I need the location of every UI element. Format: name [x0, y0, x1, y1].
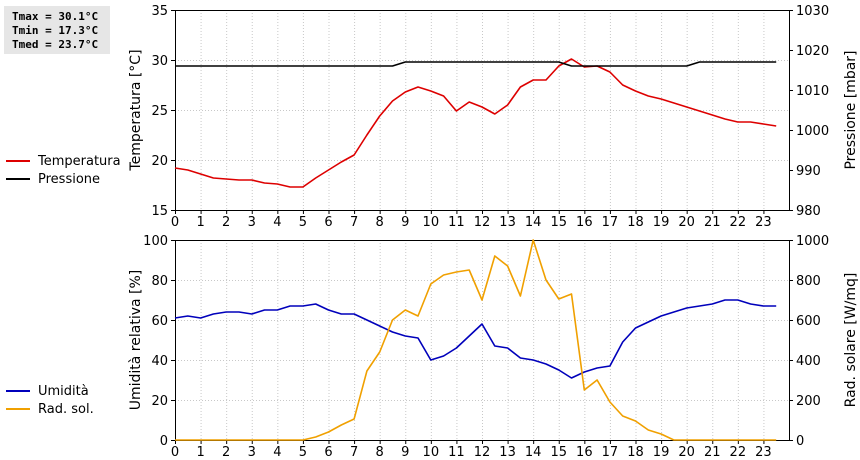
chart2-series-line-2: [175, 239, 777, 441]
chart1-x-tick-label: 5: [299, 215, 307, 230]
chart1-x-tick-label: 7: [350, 215, 358, 230]
chart2-x-tick-label: 3: [248, 445, 256, 460]
chart2-x-tick-label: 1: [196, 445, 204, 460]
chart1-y-right-tick-label: 1010: [796, 84, 829, 99]
chart1-y-right-tick-label: 980: [796, 204, 821, 219]
chart2-x-tick-label: 7: [350, 445, 358, 460]
chart1-x-tick-label: 17: [602, 215, 619, 230]
chart2-x-tick-label: 23: [755, 445, 772, 460]
chart2-x-tick-label: 6: [324, 445, 332, 460]
chart1-x-tick-label: 22: [730, 215, 747, 230]
chart2-x-tick-label: 17: [602, 445, 619, 460]
chart2-legend-label-1: Umidità: [38, 384, 89, 399]
chart1-x-tick-label: 23: [755, 215, 772, 230]
chart2-y-right-tick-label: 800: [796, 274, 821, 289]
chart1-legend-label-2: Pressione: [38, 172, 100, 187]
chart2-x-tick-label: 11: [448, 445, 465, 460]
chart1-x-tick-label: 10: [423, 215, 440, 230]
chart2-y-right-tick-label: 1000: [796, 234, 829, 249]
chart1-x-tick-label: 20: [678, 215, 695, 230]
chart2-x-tick-label: 2: [222, 445, 230, 460]
chart1-x-tick-label: 4: [273, 215, 281, 230]
chart1-x-tick-label: 1: [196, 215, 204, 230]
chart2-x-tick-label: 10: [423, 445, 440, 460]
chart2-x-tick-label: 9: [401, 445, 409, 460]
chart1-x-tick-label: 14: [525, 215, 542, 230]
chart1-y-left-tick-label: 15: [151, 204, 168, 219]
chart2-y-right-tick-label: 400: [796, 354, 821, 369]
chart1-y-left-tick-label: 30: [151, 54, 168, 69]
chart2-ylabel-left: Umidità relativa [%]: [128, 270, 144, 411]
chart2-x-tick-label: 14: [525, 445, 542, 460]
chart1-x-tick-label: 11: [448, 215, 465, 230]
chart2-x-tick-label: 15: [550, 445, 567, 460]
chart2-x-tick-label: 4: [273, 445, 281, 460]
chart1-x-tick-label: 15: [550, 215, 567, 230]
chart2-y-left-tick-label: 40: [151, 354, 168, 369]
chart2-y-right-tick-label: 0: [796, 434, 804, 449]
chart1-y-right-tick-label: 1030: [796, 4, 829, 19]
chart2-y-left-tick-label: 100: [143, 234, 168, 249]
chart1-x-tick-label: 2: [222, 215, 230, 230]
chart1-x-tick-label: 18: [627, 215, 644, 230]
chart2-x-tick-label: 21: [704, 445, 721, 460]
chart2-y-left-tick-label: 80: [151, 274, 168, 289]
chart1-ylabel-left: Temperatura [°C]: [128, 49, 144, 171]
chart1-y-left-tick-label: 20: [151, 154, 168, 169]
chart2-series-line-1: [174, 299, 777, 379]
stat-tmax: Tmax = 30.1°C: [12, 10, 99, 23]
chart1-y-left-tick-label: 25: [151, 104, 168, 119]
chart1-series-line-2: [175, 61, 777, 67]
chart2-x-tick-label: 19: [653, 445, 670, 460]
chart2-x-tick-label: 5: [299, 445, 307, 460]
chart2-ylabel-right: Rad. solare [W/mq]: [843, 273, 859, 408]
chart2-x-tick-label: 8: [376, 445, 384, 460]
chart1-y-right-tick-label: 1020: [796, 44, 829, 59]
chart2-y-right-tick-label: 600: [796, 314, 821, 329]
chart1-x-tick-label: 3: [248, 215, 256, 230]
chart2-y-left-tick-label: 20: [151, 394, 168, 409]
chart2-y-left-tick-label: 0: [160, 434, 168, 449]
chart2-x-tick-label: 13: [499, 445, 516, 460]
stat-tmin: Tmin = 17.3°C: [12, 24, 99, 37]
stat-tmed: Tmed = 23.7°C: [12, 38, 99, 51]
chart1-x-tick-label: 6: [324, 215, 332, 230]
chart1-x-tick-label: 12: [474, 215, 491, 230]
chart2-x-tick-label: 22: [730, 445, 747, 460]
chart2-x-tick-label: 18: [627, 445, 644, 460]
chart1-x-tick-label: 8: [376, 215, 384, 230]
chart1-x-tick-label: 19: [653, 215, 670, 230]
chart2-legend-label-2: Rad. sol.: [38, 402, 94, 417]
chart2-x-tick-label: 16: [576, 445, 593, 460]
chart1-series-line-1: [174, 58, 777, 188]
chart1-x-tick-label: 0: [171, 215, 179, 230]
chart1-x-tick-label: 9: [401, 215, 409, 230]
chart1-y-right-tick-label: 1000: [796, 124, 829, 139]
chart1-x-tick-label: 21: [704, 215, 721, 230]
chart1-y-left-tick-label: 35: [151, 4, 168, 19]
chart2-x-tick-label: 20: [678, 445, 695, 460]
chart1-legend-label-1: Temperatura: [37, 154, 121, 169]
chart2-x-tick-label: 0: [171, 445, 179, 460]
chart1-ylabel-right: Pressione [mbar]: [843, 50, 859, 169]
chart1-x-tick-label: 16: [576, 215, 593, 230]
stats-box: Tmax = 30.1°C Tmin = 17.3°C Tmed = 23.7°…: [4, 6, 110, 54]
chart2-y-right-tick-label: 200: [796, 394, 821, 409]
chart2-x-tick-label: 12: [474, 445, 491, 460]
chart1-x-tick-label: 13: [499, 215, 516, 230]
chart2-grid: [175, 240, 789, 441]
chart2-y-left-tick-label: 60: [151, 314, 168, 329]
chart1-y-right-tick-label: 990: [796, 164, 821, 179]
